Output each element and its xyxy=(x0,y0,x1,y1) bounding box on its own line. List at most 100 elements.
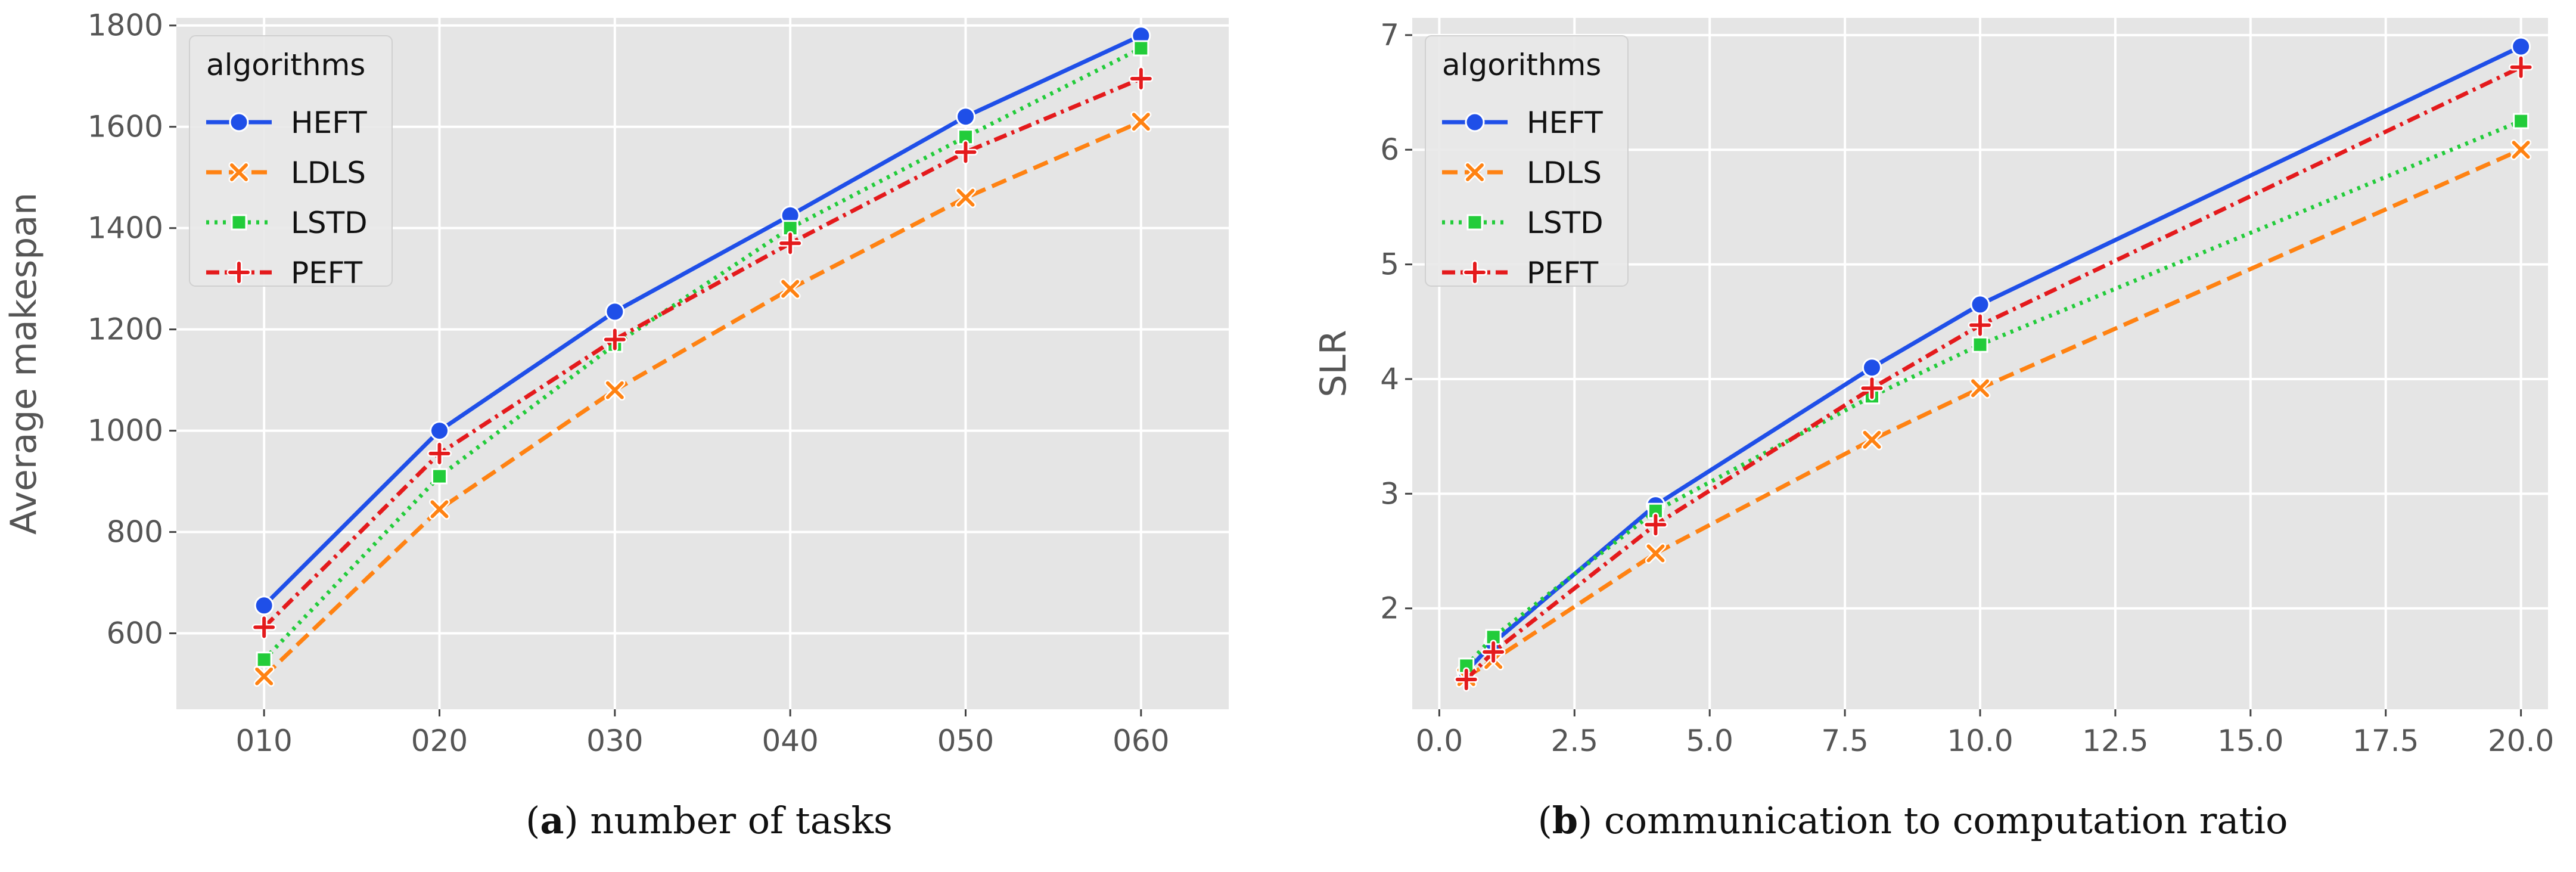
legend-title: algorithms xyxy=(206,48,365,82)
y-axis-label: SLR xyxy=(1313,330,1354,397)
y-tick-label: 3 xyxy=(1380,476,1399,511)
y-tick-label: 800 xyxy=(107,515,163,550)
legend-label: PEFT xyxy=(291,256,363,290)
x-tick-label: 020 xyxy=(411,724,468,758)
data-point-peft xyxy=(1455,668,1477,690)
data-point-ldls xyxy=(1971,379,1989,398)
data-point-lstd xyxy=(2513,113,2530,129)
x-tick-label: 17.5 xyxy=(2353,724,2419,758)
y-tick-label: 1400 xyxy=(88,211,163,246)
series-line-heft xyxy=(262,33,1142,607)
legend-label: LSTD xyxy=(291,206,368,240)
y-tick-label: 1200 xyxy=(88,312,163,347)
data-point-ldls xyxy=(2512,141,2530,159)
series-heft xyxy=(254,26,1151,616)
x-tick-label: 12.5 xyxy=(2082,724,2148,758)
data-point-ldls xyxy=(956,188,975,207)
legend-label: PEFT xyxy=(1527,256,1599,290)
legend-marker-peft xyxy=(1464,262,1486,283)
legend-label: HEFT xyxy=(1527,105,1603,140)
y-tick-label: 6 xyxy=(1380,132,1399,167)
data-point-ldls xyxy=(781,280,800,298)
data-point-peft xyxy=(428,442,450,464)
series-peft xyxy=(1454,55,2534,692)
legend-marker-heft xyxy=(229,112,249,132)
legend-title: algorithms xyxy=(1442,48,1601,82)
series-peft xyxy=(251,66,1154,640)
data-point-ldls xyxy=(1863,430,1881,449)
data-point-lstd xyxy=(1133,40,1149,57)
series-line-peft xyxy=(262,76,1142,629)
tick-labels: 0.0 2.5 5.0 7.5 10.0 12.5 15.0 17.5 20.0 2 3 4 5 6 7 xyxy=(1380,18,2554,758)
caption-b-text: communication to computation ratio xyxy=(1604,799,2288,842)
y-tick-label: 2 xyxy=(1380,591,1399,626)
data-point-peft xyxy=(779,232,801,255)
data-point-lstd xyxy=(256,651,272,668)
data-point-heft xyxy=(605,302,625,322)
series-line-peft xyxy=(1465,65,2522,681)
legend: algorithms HEFT LDLS LSTD PEFT xyxy=(1425,35,1629,290)
grid-lines xyxy=(176,18,1229,709)
caption-b: (b) communication to computation ratio xyxy=(1537,799,2288,842)
data-point-ldls xyxy=(1132,113,1150,131)
data-point-ldls xyxy=(255,667,274,685)
y-tick-label: 4 xyxy=(1380,362,1399,396)
y-tick-label: 1000 xyxy=(88,414,163,448)
data-point-peft xyxy=(1483,641,1505,663)
x-tick-label: 030 xyxy=(586,724,643,758)
series-line-ldls xyxy=(262,119,1142,678)
data-point-peft xyxy=(1645,514,1667,536)
x-tick-label: 010 xyxy=(235,724,292,758)
x-tick-label: 10.0 xyxy=(1947,724,2013,758)
data-point-peft xyxy=(253,616,275,638)
series-line-lstd xyxy=(262,46,1142,662)
data-point-peft xyxy=(604,328,626,350)
legend-label: LDLS xyxy=(1527,156,1602,190)
caption-a-text: number of tasks xyxy=(590,799,893,842)
caption-a: (a) number of tasks xyxy=(526,799,893,842)
x-tick-label: 7.5 xyxy=(1821,724,1869,758)
x-tick-label: 050 xyxy=(937,724,994,758)
series-ldls xyxy=(253,111,1152,687)
data-point-lstd xyxy=(1647,502,1664,519)
tick-labels: 010 020 030 040 050 060 600 800 1000 1200 1400 1600… xyxy=(88,8,1170,758)
legend-marker-heft xyxy=(1465,112,1485,132)
y-tick-label: 5 xyxy=(1380,247,1399,282)
data-point-peft xyxy=(2510,56,2532,78)
legend-marker-lstd xyxy=(231,214,247,231)
data-point-peft xyxy=(1130,67,1152,89)
chart-panel-b: 0.0 2.5 5.0 7.5 10.0 12.5 15.0 17.5 20.0 2 3 4 5 6 7 SL… xyxy=(1313,18,2554,758)
legend-label: LDLS xyxy=(291,156,366,190)
data-point-lstd xyxy=(1972,336,1988,353)
data-point-heft xyxy=(956,107,975,127)
y-tick-label: 1800 xyxy=(88,8,163,43)
data-point-ldls xyxy=(430,500,449,519)
legend-marker-ldls xyxy=(1466,163,1484,181)
x-tick-label: 040 xyxy=(762,724,818,758)
legend-marker-lstd xyxy=(1466,214,1483,231)
data-point-peft xyxy=(1969,314,1991,336)
data-point-heft xyxy=(430,421,449,441)
x-tick-label: 060 xyxy=(1113,724,1169,758)
legend-label: LSTD xyxy=(1527,206,1604,240)
legend-marker-peft xyxy=(228,262,250,283)
y-axis-label: Average makespan xyxy=(3,193,45,535)
data-point-ldls xyxy=(605,381,624,399)
y-tick-label: 600 xyxy=(107,616,163,651)
data-point-heft xyxy=(1862,358,1882,378)
y-tick-label: 1600 xyxy=(88,110,163,144)
data-point-heft xyxy=(1970,294,1990,315)
x-tick-label: 0.0 xyxy=(1416,724,1463,758)
legend-marker-ldls xyxy=(230,163,248,181)
caption-b-label: b xyxy=(1552,799,1578,842)
data-point-heft xyxy=(2511,36,2531,57)
x-tick-label: 2.5 xyxy=(1551,724,1599,758)
x-tick-label: 5.0 xyxy=(1686,724,1733,758)
legend-label: HEFT xyxy=(291,105,367,140)
data-point-peft xyxy=(1861,377,1883,399)
caption-a-label: a xyxy=(540,799,564,842)
data-point-peft xyxy=(955,141,977,163)
chart-panel-a: 010 020 030 040 050 060 600 800 1000 1200 1400 1600… xyxy=(3,8,1229,758)
series-lstd xyxy=(1458,113,2530,674)
